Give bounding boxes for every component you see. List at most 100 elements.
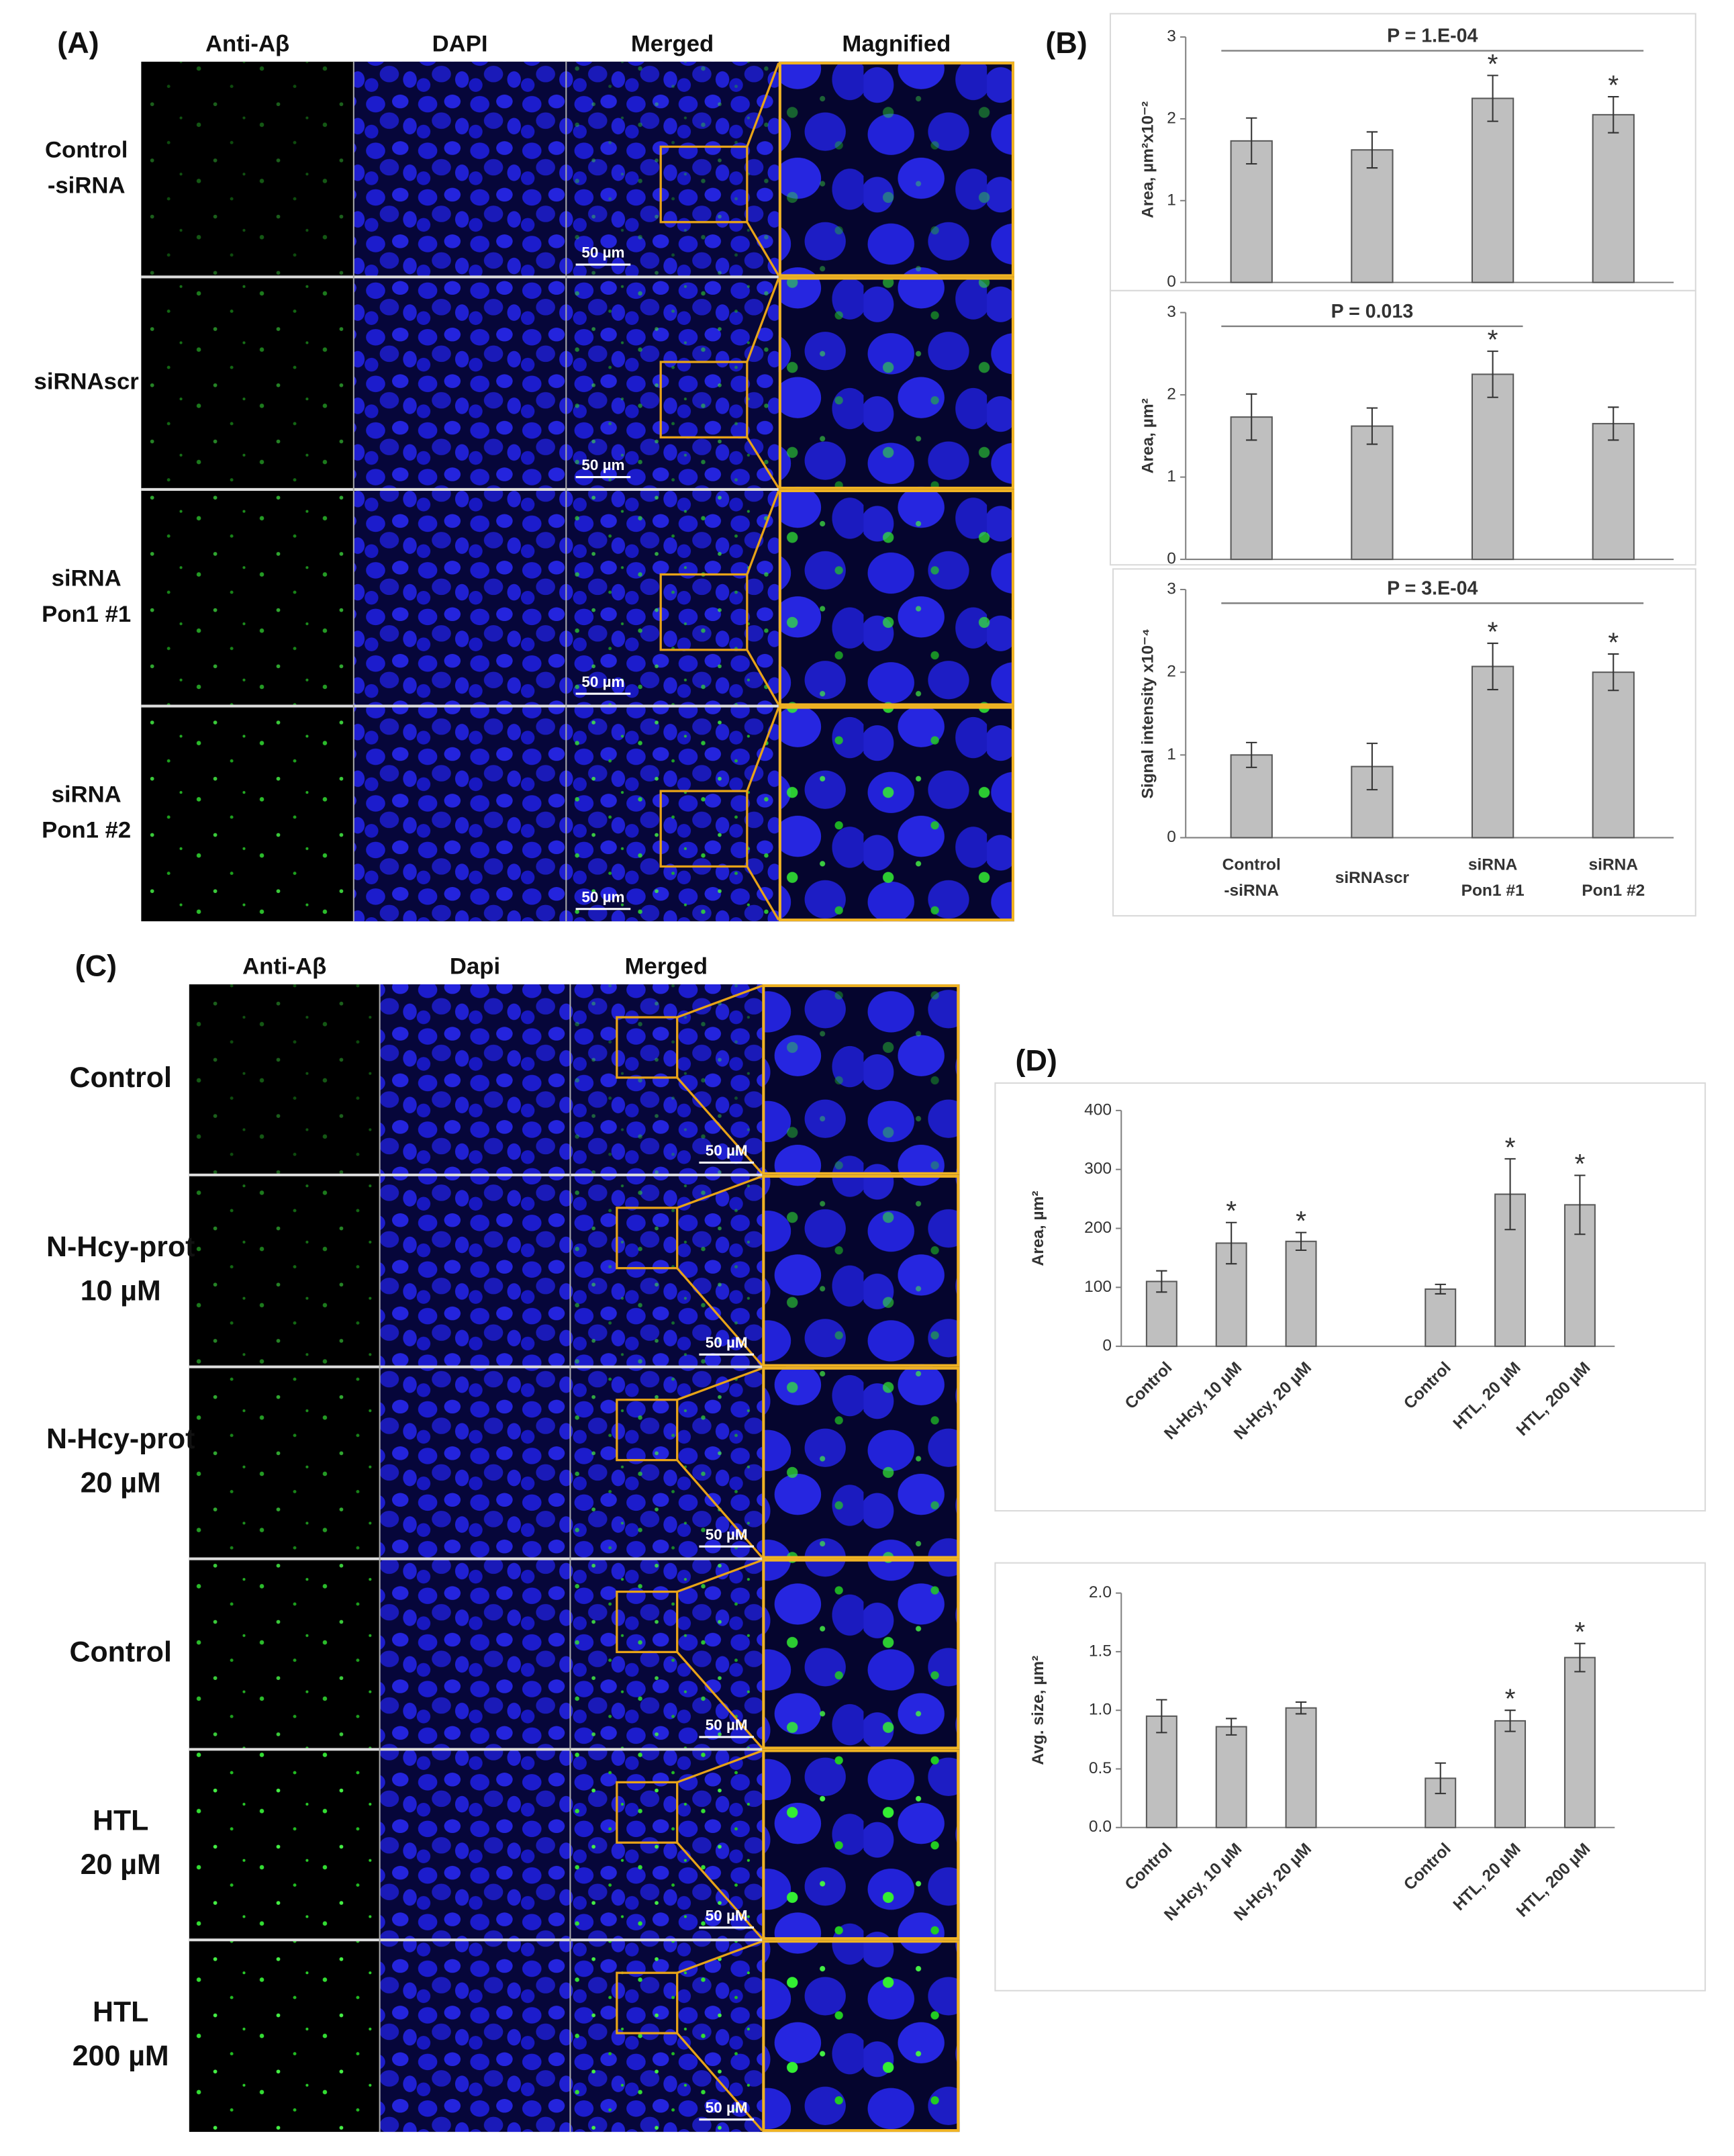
error-bar xyxy=(1156,1699,1167,1734)
panel-label: (B) xyxy=(1045,26,1087,60)
error-bar xyxy=(1295,1701,1307,1715)
micrograph xyxy=(762,984,960,1175)
zoom-line xyxy=(746,62,780,148)
y-tick-label: 1 xyxy=(1167,467,1176,485)
micrograph xyxy=(379,1174,571,1367)
significance-marker: * xyxy=(1226,1195,1237,1226)
micrograph xyxy=(570,1749,763,1940)
panel-label: (C) xyxy=(75,948,117,982)
error-bar xyxy=(1608,406,1619,441)
bar xyxy=(1592,671,1635,839)
p-value: P = 3.E-04 xyxy=(1387,578,1478,600)
magnified-frame xyxy=(762,1174,960,1367)
error-bar xyxy=(1574,1174,1586,1235)
p-value: P = 0.013 xyxy=(1331,301,1414,322)
error-bar xyxy=(1295,1231,1307,1251)
row-label: Control xyxy=(70,1062,172,1094)
significance-marker: * xyxy=(1488,616,1498,647)
column-header: Magnified xyxy=(842,32,951,57)
micrograph xyxy=(141,706,354,922)
error-bar xyxy=(1487,643,1498,691)
error-bar xyxy=(1487,350,1498,398)
row-label: HTL 20 µM xyxy=(81,1805,161,1881)
bar xyxy=(1563,1656,1596,1828)
chart-frame xyxy=(994,1082,1706,1512)
scale-bar-label: 50 µM xyxy=(706,2099,748,2116)
error-bar xyxy=(1226,1718,1237,1736)
y-tick-label: 2 xyxy=(1167,109,1176,127)
zoom-box xyxy=(659,573,749,651)
bar xyxy=(1351,425,1394,561)
error-bar xyxy=(1435,1762,1446,1795)
row-label: Control xyxy=(70,1636,172,1669)
row-label-line: Pon1 #1 xyxy=(42,602,131,627)
zoom-box xyxy=(616,1016,679,1079)
significance-marker: * xyxy=(1574,1148,1585,1179)
error-bar xyxy=(1246,117,1257,165)
zoom-line xyxy=(746,865,780,921)
error-bar xyxy=(1574,1642,1586,1673)
x-tick-label: Control -siRNA xyxy=(1222,856,1281,900)
micrograph xyxy=(379,1558,571,1750)
row-label: siRNAscr xyxy=(34,369,139,395)
magnified-frame xyxy=(778,489,1014,706)
y-tick-label: 2 xyxy=(1167,663,1176,681)
micrograph xyxy=(778,277,1014,489)
x-tick-label: siRNA Pon1 #1 xyxy=(1461,856,1525,900)
micrograph xyxy=(141,61,354,277)
bar xyxy=(1285,1240,1317,1348)
micrograph xyxy=(189,1749,380,1940)
bar xyxy=(1592,113,1635,283)
row-label-line: 20 µM xyxy=(81,1467,161,1499)
zoom-line xyxy=(746,649,780,706)
micrograph xyxy=(379,1749,571,1940)
y-axis-title: Signal intensity x10⁻⁴ xyxy=(1139,628,1157,799)
y-axis-title: Area, µm² xyxy=(1029,1190,1047,1266)
significance-marker: * xyxy=(1608,70,1619,101)
micrograph xyxy=(141,277,354,489)
error-bar xyxy=(1366,743,1378,791)
zoom-line xyxy=(676,2032,763,2132)
row-label-line: -siRNA xyxy=(48,173,126,199)
error-bar xyxy=(1435,1283,1446,1295)
y-axis-title: Area, µm²x10⁻² xyxy=(1139,101,1157,218)
x-tick-label-line: Pon1 #2 xyxy=(1582,882,1645,900)
micrograph xyxy=(353,489,567,706)
significance-marker: * xyxy=(1505,1131,1516,1162)
row-label: Control -siRNA xyxy=(45,138,128,199)
row-label-line: 10 µM xyxy=(81,1275,161,1307)
row-label: N-Hcy-prot 20 µM xyxy=(46,1423,195,1499)
y-axis-title: Area, µm² xyxy=(1139,398,1157,473)
micrograph xyxy=(189,1174,380,1367)
row-label: HTL 200 µM xyxy=(73,1996,169,2072)
scale-bar-label: 50 µM xyxy=(706,1526,748,1543)
micrograph xyxy=(762,1366,960,1559)
bar xyxy=(1471,97,1514,283)
y-tick-label: 300 xyxy=(1084,1160,1112,1178)
y-tick-label: 0 xyxy=(1167,550,1176,568)
magnified-frame xyxy=(762,1558,960,1750)
micrograph xyxy=(353,61,567,277)
micrograph xyxy=(189,984,380,1175)
scale-bar-label: 50 µm xyxy=(581,457,624,473)
zoom-line xyxy=(677,1175,763,1209)
micrograph xyxy=(566,277,779,489)
column-header: Anti-Aβ xyxy=(242,954,326,980)
scale-bar-label: 50 µm xyxy=(581,673,624,690)
row-label-line: Control xyxy=(45,138,128,163)
zoom-line xyxy=(676,1076,763,1174)
zoom-box xyxy=(659,145,749,224)
magnified-frame xyxy=(762,1940,960,2132)
y-tick-label: 100 xyxy=(1084,1278,1112,1296)
row-label-line: Control xyxy=(70,1636,172,1669)
scale-bar-label: 50 µM xyxy=(706,1334,748,1351)
zoom-box xyxy=(616,1399,679,1462)
significance-marker: * xyxy=(1488,324,1498,355)
magnified-frame xyxy=(762,1749,960,1940)
scale-bar-label: 50 µM xyxy=(706,1907,748,1924)
y-tick-label: 0 xyxy=(1167,828,1176,846)
y-tick-label: 3 xyxy=(1167,579,1176,598)
significance-marker: * xyxy=(1296,1205,1306,1236)
